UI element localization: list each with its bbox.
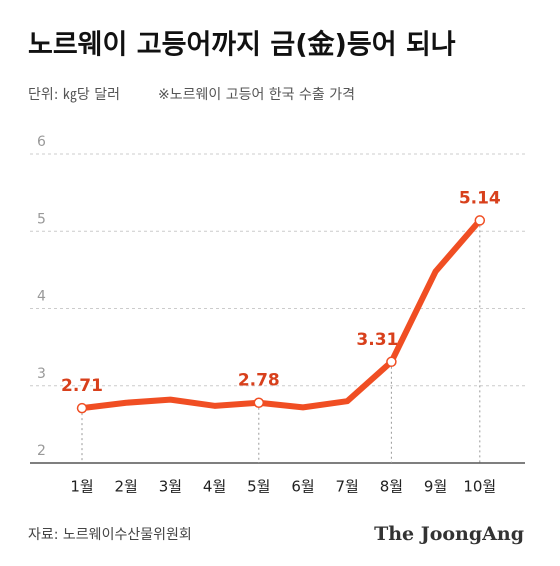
chart-title: 노르웨이 고등어까지 금(金)등어 되나 xyxy=(28,29,456,61)
x-tick-label: 4월 xyxy=(203,478,226,496)
x-tick-label: 7월 xyxy=(336,478,359,496)
y-tick-label: 3 xyxy=(37,366,46,382)
brand: The JoongAng xyxy=(374,523,524,545)
y-tick-label: 2 xyxy=(37,443,46,459)
data-line xyxy=(79,217,483,412)
x-tick-label: 8월 xyxy=(380,478,403,496)
value-label: 2.71 xyxy=(61,376,103,396)
source: 자료: 노르웨이수산물위원회 xyxy=(28,527,192,543)
subtitle: 단위: ㎏당 달러 xyxy=(28,87,120,103)
point-marker xyxy=(253,397,265,408)
x-tick-label: 5월 xyxy=(247,478,270,496)
point-marker xyxy=(76,402,88,414)
x-tick-label: 6월 xyxy=(291,478,314,496)
y-tick-label: 6 xyxy=(37,134,46,150)
x-tick-label: 3월 xyxy=(159,478,182,496)
x-tick-label: 2월 xyxy=(115,478,138,496)
value-label: 3.31 xyxy=(356,330,398,350)
x-tick-label: 1월 xyxy=(70,478,93,496)
x-tick-label: 10월 xyxy=(463,478,496,496)
point-marker xyxy=(386,356,397,368)
point-marker xyxy=(474,215,486,226)
y-tick-label: 4 xyxy=(37,289,46,305)
value-label: 2.78 xyxy=(238,371,280,391)
value-label: 5.14 xyxy=(459,188,501,208)
x-tick-label: 9월 xyxy=(424,478,447,496)
y-tick-label: 5 xyxy=(37,211,46,227)
note: ※노르웨이 고등어 한국 수출 가격 xyxy=(158,87,355,103)
